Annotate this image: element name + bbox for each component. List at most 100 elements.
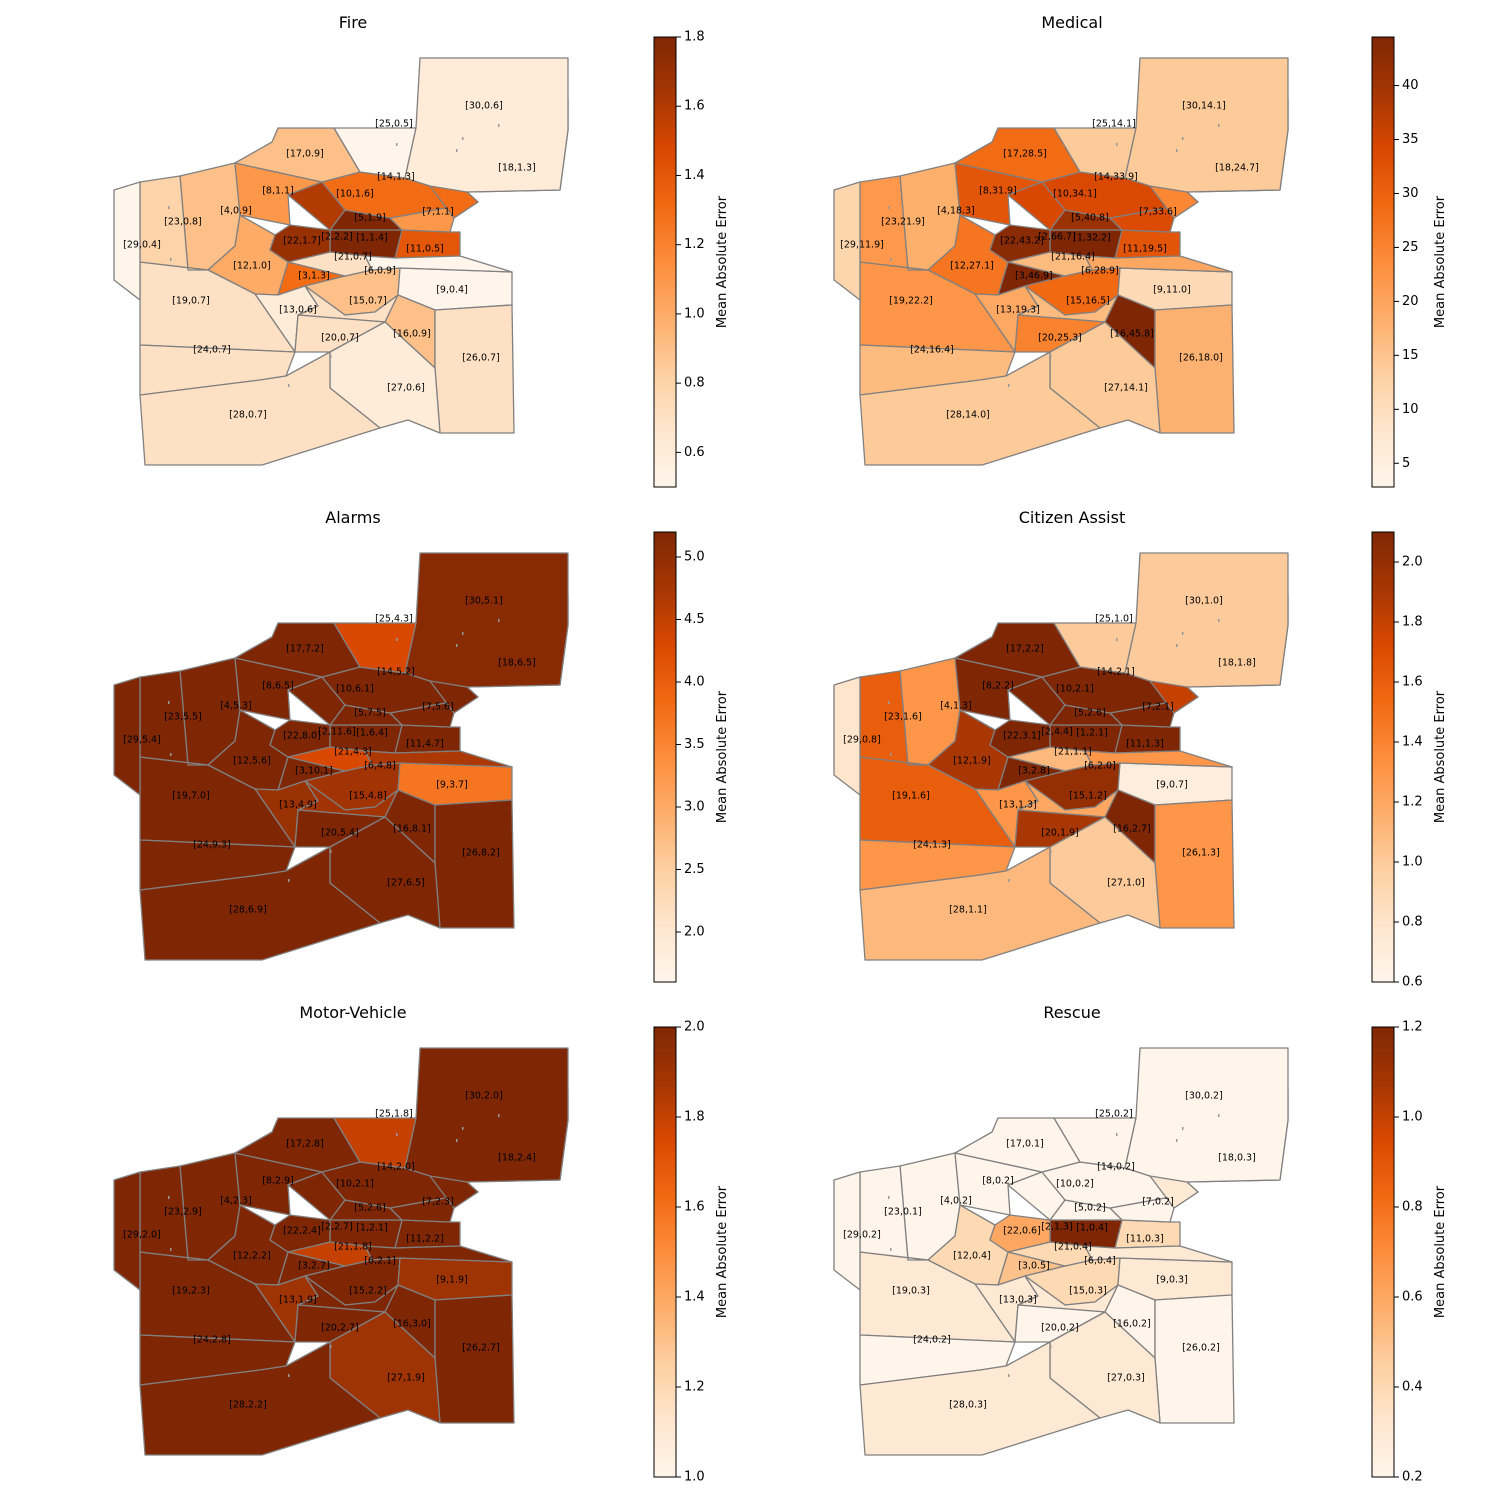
region-label-25: [25,1.8]: [375, 1109, 413, 1120]
region-label-24: [24,1.3]: [913, 840, 951, 851]
region-label-28: [28,0.3]: [949, 1400, 987, 1411]
region-label-9: [9,0.4]: [436, 285, 468, 296]
region-label-27: [27,0.6]: [387, 383, 425, 394]
colorbar: 1.0 1.2 1.4 1.6 1.8 2.0 Mean Absolute Error: [653, 1020, 730, 1485]
colorbar-tick-label: 1.4: [1402, 735, 1423, 750]
colorbar-tick-label: 40: [1402, 78, 1419, 93]
region-label-20: [20,2.7]: [321, 1323, 359, 1334]
region-label-4: [4,2.3]: [220, 1196, 252, 1207]
panel-title: Alarms: [325, 508, 380, 527]
colorbar-tick-label: 30: [1402, 186, 1419, 201]
region-label-8: [8,2.9]: [262, 1176, 294, 1187]
panel-motor-vehicle: Motor-Vehicle [1,2.1][2,2.7] [3,2.7] [4,2.3…: [113, 1003, 730, 1485]
colorbar-label: Mean Absolute Error: [715, 195, 730, 328]
colorbar-tick-label: 1.2: [1402, 1020, 1423, 1035]
map-marker: [1218, 1114, 1220, 1117]
colorbar-tick-label: 1.0: [1402, 855, 1423, 870]
region-label-30: [30,5.1]: [465, 596, 503, 607]
region-label-7: [7,2.3]: [422, 1197, 454, 1208]
region-30: [1124, 1047, 1289, 1183]
map-marker: [890, 258, 892, 261]
region-label-6: [6,4.8]: [364, 761, 396, 772]
colorbar: 0.2 0.4 0.6 0.8 1.0 1.2 Mean Absolute Error: [1371, 1020, 1448, 1485]
map: [1,2.1][2,2.7] [3,2.7] [4,2.3] [5,2.6] [6,2.…: [113, 1047, 569, 1456]
map-marker: [888, 206, 890, 209]
region-label-4: [4,5.3]: [220, 701, 252, 712]
region-label-17: [17,28.5]: [1003, 149, 1047, 160]
map-marker: [1050, 355, 1052, 358]
map-marker: [288, 879, 290, 882]
colorbar-tick-label: 1.4: [684, 168, 705, 183]
region-29: [113, 1171, 141, 1291]
colorbar-label: Mean Absolute Error: [715, 1185, 730, 1318]
map-marker: [890, 1248, 892, 1251]
region-label-13: [13,1.3]: [999, 800, 1037, 811]
region-label-11: [11,19.5]: [1123, 244, 1167, 255]
region-label-15: [15,0.3]: [1069, 1286, 1107, 1297]
map-marker: [170, 753, 172, 756]
region-label-20: [20,0.2]: [1041, 1323, 1079, 1334]
region-label-28: [28,14.0]: [946, 410, 990, 421]
colorbar: 0.6 0.8 1.0 1.2 1.4 1.6 1.8 2.0 Mean Absolute Er…: [1371, 531, 1448, 990]
map: [1,1.4][2,2.2] [3,1.3] [4,0.9] [5,1.9] [6,0.…: [113, 57, 569, 466]
region-label-25: [25,1.0]: [1095, 614, 1133, 625]
region-label-22: [22,1.7]: [283, 236, 321, 247]
region-label-6: [6,0.9]: [364, 266, 396, 277]
region-label-27: [27,0.3]: [1107, 1373, 1145, 1384]
region-30: [404, 57, 569, 193]
region-label-5: [5,2.6]: [354, 1203, 386, 1214]
map-marker: [168, 206, 170, 209]
map-marker: [1182, 632, 1184, 635]
map-marker: [1008, 384, 1010, 387]
region-label-5: [5,1.9]: [354, 213, 386, 224]
region-label-26: [26,2.7]: [462, 1343, 500, 1354]
panel-title: Motor-Vehicle: [299, 1003, 406, 1022]
region-label-21: [21,1.1]: [1054, 747, 1092, 758]
region-28: [859, 1341, 1101, 1456]
region-label-18: [18,1.3]: [498, 163, 536, 174]
region-label-19: [19,7.0]: [172, 791, 210, 802]
region-label-11: [11,1.3]: [1126, 739, 1164, 750]
region-label-30: [30,14.1]: [1182, 101, 1226, 112]
region-label-11: [11,4.7]: [406, 739, 444, 750]
colorbar-tick-label: 1.6: [684, 1200, 705, 1215]
colorbar-tick-label: 1.8: [684, 1110, 705, 1125]
region-22: [269, 224, 331, 263]
region-label-10: [10,1.6]: [336, 189, 374, 200]
map-marker: [288, 1374, 290, 1377]
region-label-29: [29,0.4]: [123, 240, 161, 251]
panel-alarms: Alarms [1,6.4][2,11.6] [3,10.1] [4,5.3] [5,7…: [113, 508, 730, 983]
region-label-3: [3,1.3]: [298, 271, 330, 282]
region-label-16: [16,45.8]: [1110, 329, 1154, 340]
colorbar-tick-label: 5.0: [684, 550, 705, 565]
region-label-23: [23,21.9]: [881, 217, 925, 228]
colorbar-tick-label: 0.6: [1402, 975, 1423, 990]
region-label-25: [25,4.3]: [375, 614, 413, 625]
region-label-6: [6,2.0]: [1084, 761, 1116, 772]
region-label-18: [18,1.8]: [1218, 658, 1256, 669]
region-30: [1124, 57, 1289, 193]
region-label-21: [21,1.8]: [334, 1242, 372, 1253]
region-22: [989, 224, 1051, 263]
region-label-1: [1,32.2]: [1073, 233, 1111, 244]
colorbar-tick-label: 25: [1402, 240, 1419, 255]
region-label-14: [14,2.1]: [1097, 667, 1135, 678]
region-label-27: [27,1.9]: [387, 1373, 425, 1384]
region-label-8: [8,0.2]: [982, 1176, 1014, 1187]
region-label-28: [28,6.9]: [229, 905, 267, 916]
colorbar-tick-label: 0.8: [1402, 1200, 1423, 1215]
colorbar-tick-label: 0.4: [1402, 1380, 1423, 1395]
region-label-1: [1,1.4]: [356, 233, 388, 244]
region-30: [404, 1047, 569, 1183]
panel-title: Citizen Assist: [1019, 508, 1125, 527]
colorbar-tick-label: 20: [1402, 294, 1419, 309]
region-label-13: [13,4.9]: [279, 800, 317, 811]
region-label-29: [29,0.2]: [843, 1230, 881, 1241]
region-label-10: [10,2.1]: [1056, 684, 1094, 695]
region-label-12: [12,1.9]: [953, 756, 991, 767]
region-label-11: [11,2.2]: [406, 1234, 444, 1245]
region-29: [833, 181, 861, 301]
colorbar-gradient: [654, 1027, 676, 1477]
colorbar-tick-label: 5: [1402, 456, 1410, 471]
map-marker: [1218, 619, 1220, 622]
